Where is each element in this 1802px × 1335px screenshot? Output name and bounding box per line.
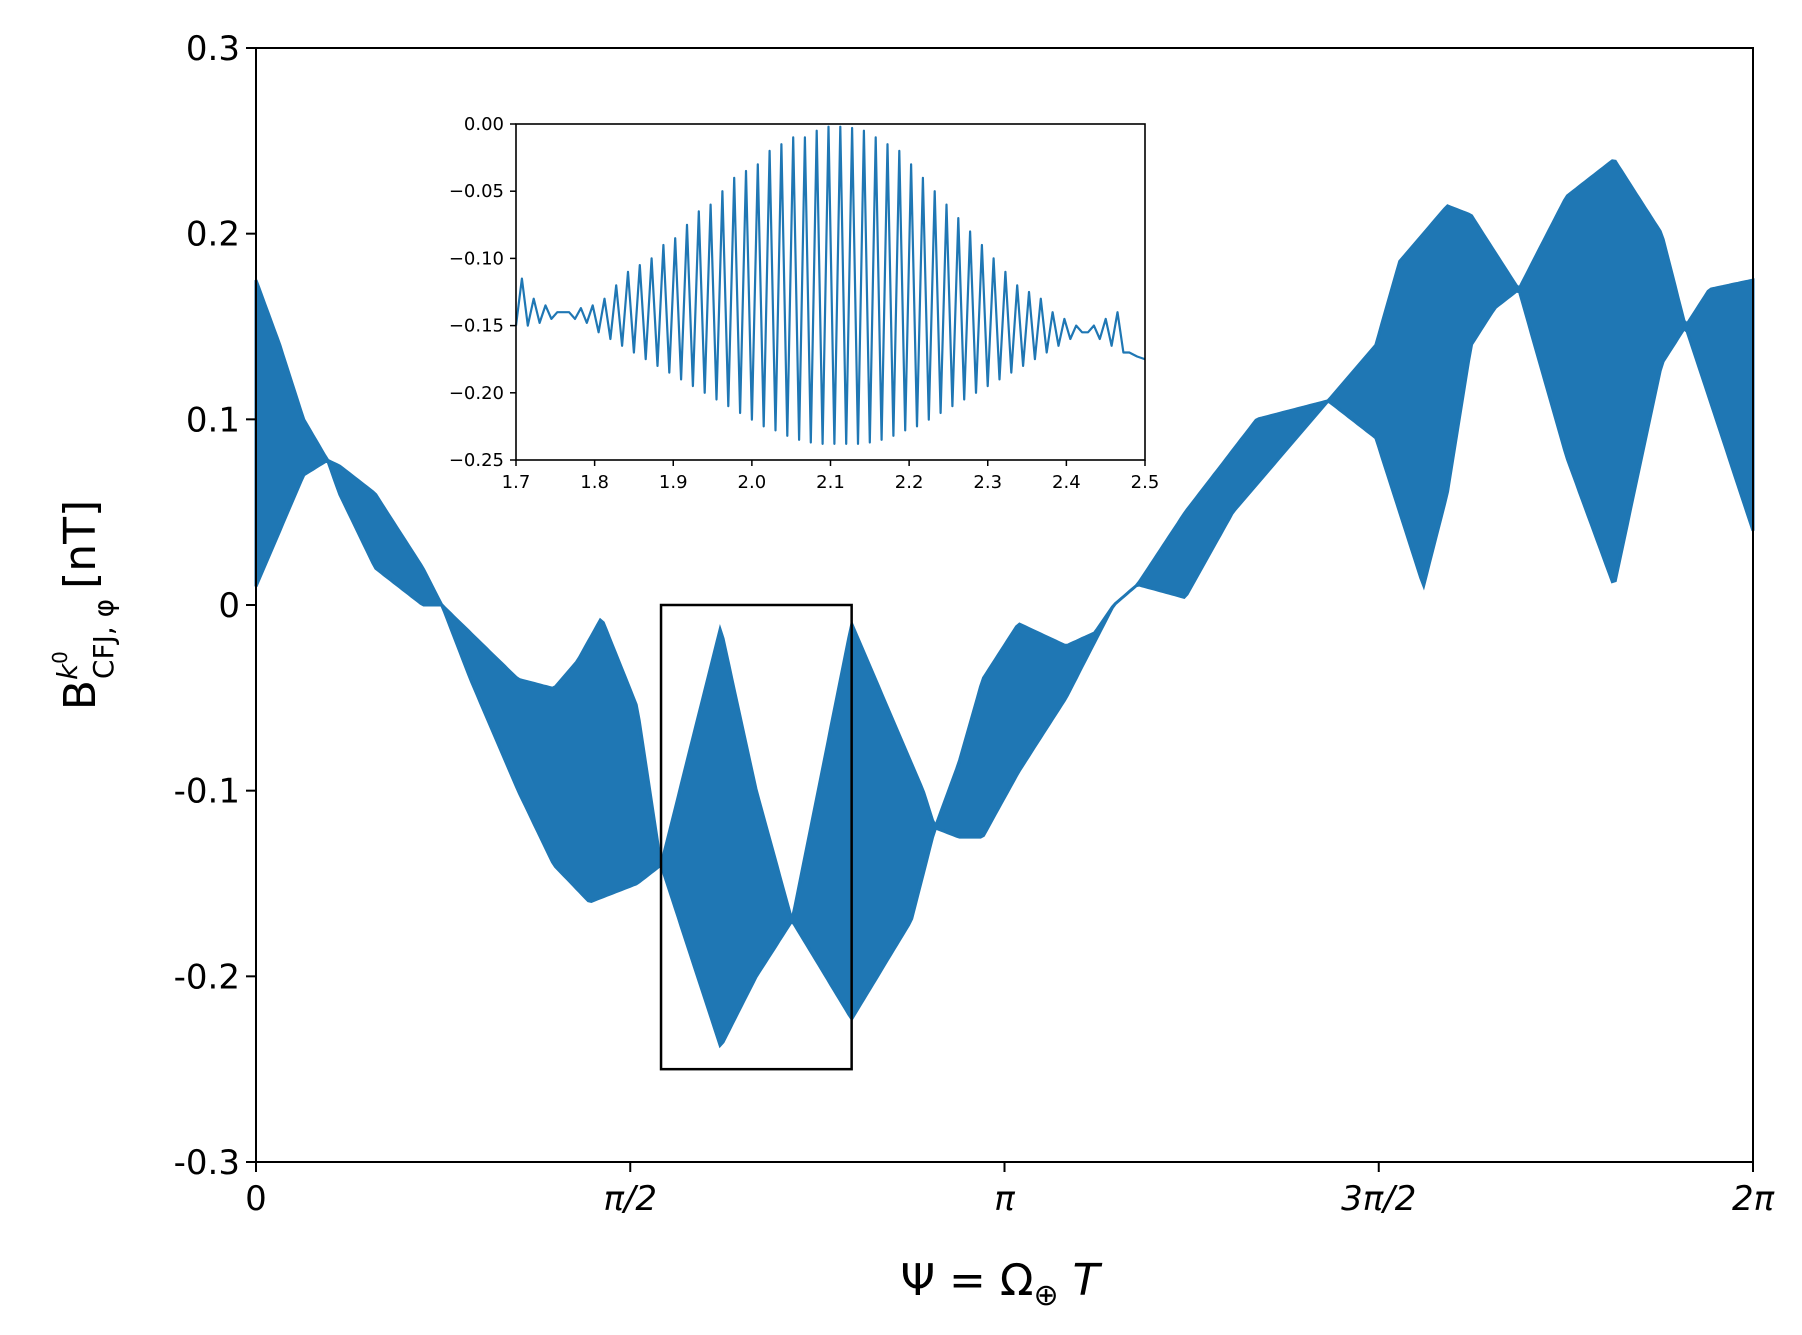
main-y-tick-label-6: -0.3 xyxy=(174,1143,240,1183)
inset-y-tick-label-0: 0.00 xyxy=(464,114,504,135)
main-y-tick-label-1: 0.2 xyxy=(186,215,240,255)
inset-series xyxy=(514,125,1146,445)
inset-y-tick-label-1: −0.05 xyxy=(449,181,504,202)
main-x-axis-title: Ψ = Ω⊕ T xyxy=(900,1255,1102,1313)
main-y-tick-label-5: -0.2 xyxy=(174,957,240,997)
main-x-tick-label-1: π/2 xyxy=(603,1179,657,1219)
inset-x-tick-label-8: 2.5 xyxy=(1131,472,1160,493)
inset-x-tick-label-7: 2.4 xyxy=(1052,472,1081,493)
inset-x-tick-label-4: 2.1 xyxy=(816,472,845,493)
main-y-tick-label-4: -0.1 xyxy=(174,772,240,812)
inset-x-tick-label-2: 1.9 xyxy=(659,472,688,493)
main-x-tick-label-2: π xyxy=(994,1179,1015,1219)
inset-y-ticks: 0.00 −0.05 −0.10 −0.15 −0.20 −0.25 xyxy=(449,114,516,471)
inset-x-tick-label-0: 1.7 xyxy=(502,472,531,493)
main-x-tick-label-4: 2π xyxy=(1732,1179,1775,1219)
main-x-tick-label-0: 0 xyxy=(245,1179,267,1219)
inset-series-line xyxy=(514,125,1146,445)
inset-y-tick-label-5: −0.25 xyxy=(449,450,504,471)
main-x-ticks: 0 π/2 π 3π/2 2π xyxy=(245,1162,1775,1219)
main-y-axis-title: Bk0 CFJ, φ[nT] xyxy=(48,500,120,710)
inset-x-ticks: 1.7 1.8 1.9 2.0 2.1 2.2 2.3 2.4 2.5 xyxy=(502,460,1160,493)
main-y-ticks: 0.3 0.2 0.1 0 -0.1 -0.2 -0.3 xyxy=(174,29,256,1183)
main-y-tick-label-3: 0 xyxy=(218,586,240,626)
inset-y-tick-label-3: −0.15 xyxy=(449,316,504,337)
inset-x-tick-label-1: 1.8 xyxy=(580,472,609,493)
inset-x-tick-label-6: 2.3 xyxy=(973,472,1002,493)
inset-x-tick-label-5: 2.2 xyxy=(895,472,924,493)
main-annotations xyxy=(659,603,853,1071)
main-y-tick-label-2: 0.1 xyxy=(186,400,240,440)
main-plot: 0 π/2 π 3π/2 2π 0.3 0.2 0.1 0 -0.1 -0.2 -0.3 Ψ = Ω… xyxy=(48,29,1775,1313)
main-y-tick-label-0: 0.3 xyxy=(186,29,240,69)
main-zoom-box xyxy=(659,603,853,1071)
inset-y-tick-label-4: −0.20 xyxy=(449,383,504,404)
inset-plot: 1.7 1.8 1.9 2.0 2.1 2.2 2.3 2.4 2.5 0.00 −0.05 −0.… xyxy=(449,114,1159,493)
main-x-tick-label-3: 3π/2 xyxy=(1341,1179,1416,1219)
inset-y-tick-label-2: −0.10 xyxy=(449,248,504,269)
inset-x-tick-label-3: 2.0 xyxy=(738,472,767,493)
